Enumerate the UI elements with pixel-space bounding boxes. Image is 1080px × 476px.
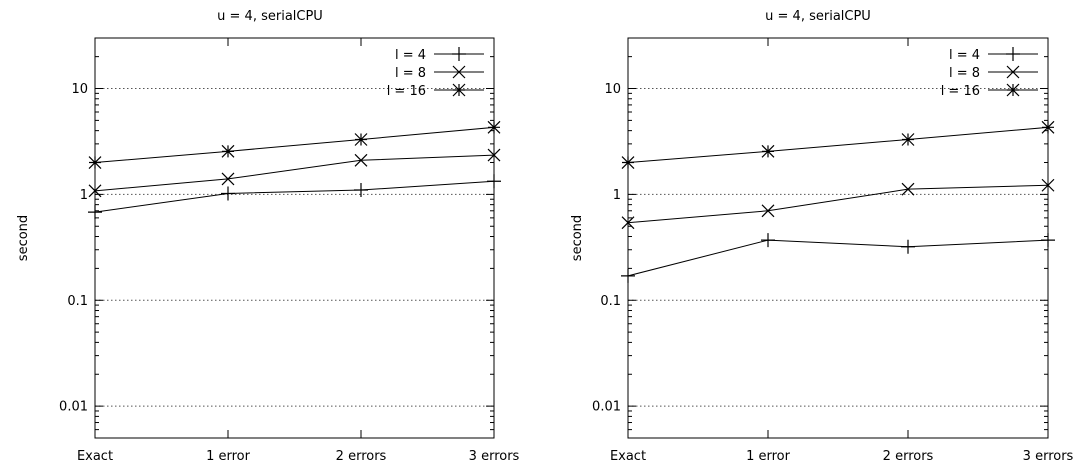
legend-label: l = 4 (395, 48, 426, 63)
x-tick-label: 2 errors (883, 449, 934, 464)
data-point-star (901, 133, 915, 146)
data-point-plus (88, 205, 102, 220)
data-point-star (221, 144, 235, 158)
x-tick-label: Exact (610, 449, 646, 464)
chart-title: u = 4, serialCPU (765, 9, 871, 24)
chart-title: u = 4, serialCPU (217, 9, 323, 24)
y-tick-label: 0.01 (59, 400, 88, 415)
y-axis-label: second (16, 215, 31, 261)
x-tick-label: 1 error (206, 449, 251, 464)
y-tick-label: 10 (71, 82, 88, 97)
data-point-cross (221, 172, 235, 186)
y-axis-label: second (570, 215, 585, 261)
y-tick-label: 10 (604, 82, 621, 97)
series-line-star (94, 126, 495, 164)
series-line-cross (627, 184, 1049, 224)
legend-marker-plus (1006, 47, 1020, 61)
x-tick-label: Exact (77, 449, 113, 464)
data-point-cross (88, 184, 102, 198)
x-tick-label: 2 errors (336, 449, 387, 464)
legend-marker-cross (1006, 65, 1020, 79)
x-tick-label: 3 errors (469, 449, 520, 464)
legend-label: l = 16 (941, 84, 980, 99)
plot-frame (627, 37, 1049, 439)
data-point-plus (621, 268, 635, 283)
y-tick-label: 0.1 (600, 294, 621, 309)
y-tick-label: 0.1 (67, 294, 88, 309)
data-point-star (621, 156, 635, 169)
data-point-plus (221, 186, 235, 201)
data-point-star (88, 156, 102, 169)
legend-marker-cross (452, 65, 466, 79)
series-line-star (627, 126, 1049, 164)
legend-label: l = 8 (949, 66, 980, 81)
plot-frame (94, 37, 495, 439)
data-point-star (1041, 120, 1055, 134)
data-point-cross (901, 182, 915, 196)
data-point-cross (354, 153, 368, 167)
legend-label: l = 8 (395, 66, 426, 81)
data-point-star (354, 133, 368, 146)
data-point-star (487, 120, 501, 134)
legend-marker-plus (452, 47, 466, 61)
data-point-cross (621, 216, 635, 230)
data-point-plus (901, 239, 915, 254)
series-line-plus (627, 239, 1049, 277)
data-point-plus (761, 233, 775, 248)
data-point-star (761, 144, 775, 158)
data-point-plus (1041, 233, 1055, 248)
legend-marker-star (1006, 83, 1020, 97)
data-point-cross (1041, 178, 1055, 192)
x-tick-label: 1 error (746, 449, 791, 464)
y-tick-label: 1 (613, 188, 621, 203)
legend-label: l = 4 (949, 48, 980, 63)
data-point-plus (354, 183, 368, 198)
y-tick-label: 0.01 (592, 400, 621, 415)
y-tick-label: 1 (80, 188, 88, 203)
legend-marker-star (452, 83, 466, 97)
legend-label: l = 16 (387, 84, 426, 99)
x-tick-label: 3 errors (1023, 449, 1074, 464)
chart-panel-2: u = 4, serialCPU second 0.01 0.1 1 10 Exact 1 e… (570, 9, 1074, 464)
data-point-cross (487, 148, 501, 162)
data-point-plus (487, 174, 501, 189)
series-line-cross (94, 154, 495, 192)
chart-panel-1: u = 4, serialCPU second 0.01 0.1 1 10 Exact 1 e… (16, 9, 520, 464)
series-line-plus (94, 180, 495, 213)
data-point-cross (761, 204, 775, 218)
